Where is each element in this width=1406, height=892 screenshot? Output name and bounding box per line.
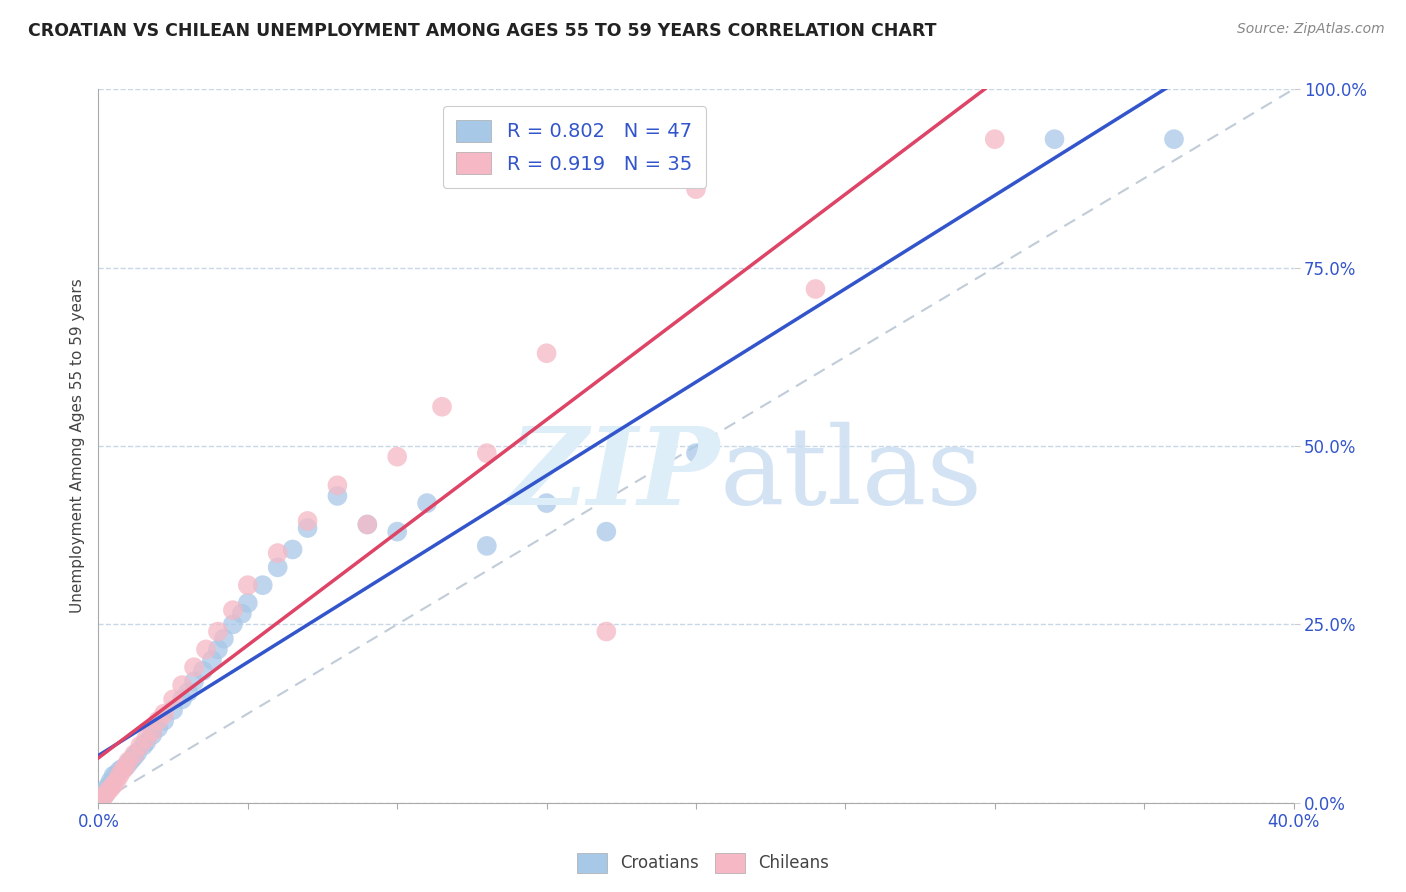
- Point: [475, 539, 498, 553]
- Point: [124, 747, 146, 762]
- Point: [984, 132, 1007, 146]
- Point: [326, 478, 349, 492]
- Point: [195, 642, 218, 657]
- Point: [201, 653, 224, 667]
- Point: [1043, 132, 1066, 146]
- Point: [475, 446, 498, 460]
- Point: [117, 756, 139, 771]
- Point: [212, 632, 235, 646]
- Point: [172, 678, 194, 692]
- Point: [93, 785, 115, 799]
- Text: CROATIAN VS CHILEAN UNEMPLOYMENT AMONG AGES 55 TO 59 YEARS CORRELATION CHART: CROATIAN VS CHILEAN UNEMPLOYMENT AMONG A…: [28, 22, 936, 40]
- Point: [141, 728, 163, 742]
- Point: [183, 660, 205, 674]
- Point: [135, 731, 157, 746]
- Point: [103, 772, 125, 787]
- Point: [100, 781, 122, 796]
- Point: [96, 783, 118, 797]
- Point: [162, 692, 184, 706]
- Point: [124, 749, 146, 764]
- Point: [595, 524, 617, 539]
- Point: [207, 642, 229, 657]
- Point: [96, 785, 118, 799]
- Point: [108, 769, 131, 783]
- Point: [153, 714, 176, 728]
- Point: [177, 685, 200, 699]
- Point: [236, 596, 259, 610]
- Point: [120, 753, 142, 767]
- Text: atlas: atlas: [720, 422, 983, 527]
- Point: [148, 721, 170, 735]
- Point: [117, 755, 139, 769]
- Point: [135, 735, 157, 749]
- Point: [93, 789, 115, 803]
- Point: [236, 578, 259, 592]
- Point: [356, 517, 378, 532]
- Point: [297, 521, 319, 535]
- Legend: Croatians, Chileans: Croatians, Chileans: [569, 847, 837, 880]
- Point: [416, 496, 439, 510]
- Point: [100, 778, 122, 792]
- Text: ZIP: ZIP: [509, 422, 720, 527]
- Point: [281, 542, 304, 557]
- Point: [103, 769, 125, 783]
- Point: [93, 789, 115, 803]
- Point: [183, 674, 205, 689]
- Point: [595, 624, 617, 639]
- Point: [114, 760, 136, 774]
- Point: [111, 762, 134, 776]
- Point: [141, 724, 163, 739]
- Point: [127, 746, 149, 760]
- Point: [385, 524, 409, 539]
- Point: [231, 607, 253, 621]
- Point: [430, 400, 453, 414]
- Point: [90, 792, 112, 806]
- Point: [111, 764, 134, 778]
- Point: [685, 446, 707, 460]
- Point: [222, 603, 245, 617]
- Point: [103, 778, 125, 792]
- Point: [191, 664, 214, 678]
- Text: Source: ZipAtlas.com: Source: ZipAtlas.com: [1237, 22, 1385, 37]
- Point: [172, 692, 194, 706]
- Point: [385, 450, 409, 464]
- Point: [162, 703, 184, 717]
- Point: [90, 792, 112, 806]
- Point: [207, 624, 229, 639]
- Point: [132, 739, 155, 753]
- Point: [536, 346, 558, 360]
- Point: [267, 560, 290, 574]
- Point: [105, 774, 128, 789]
- Point: [267, 546, 290, 560]
- Point: [222, 617, 245, 632]
- Point: [153, 706, 176, 721]
- Point: [108, 764, 131, 778]
- Point: [1163, 132, 1185, 146]
- Point: [804, 282, 827, 296]
- Point: [326, 489, 349, 503]
- Point: [148, 714, 170, 728]
- Y-axis label: Unemployment Among Ages 55 to 59 years: Unemployment Among Ages 55 to 59 years: [70, 278, 86, 614]
- Point: [105, 767, 128, 781]
- Point: [536, 496, 558, 510]
- Point: [114, 760, 136, 774]
- Point: [297, 514, 319, 528]
- Point: [252, 578, 274, 592]
- Point: [129, 739, 152, 753]
- Legend: R = 0.802   N = 47, R = 0.919   N = 35: R = 0.802 N = 47, R = 0.919 N = 35: [443, 106, 706, 188]
- Point: [100, 774, 122, 789]
- Point: [685, 182, 707, 196]
- Point: [96, 780, 118, 794]
- Point: [356, 517, 378, 532]
